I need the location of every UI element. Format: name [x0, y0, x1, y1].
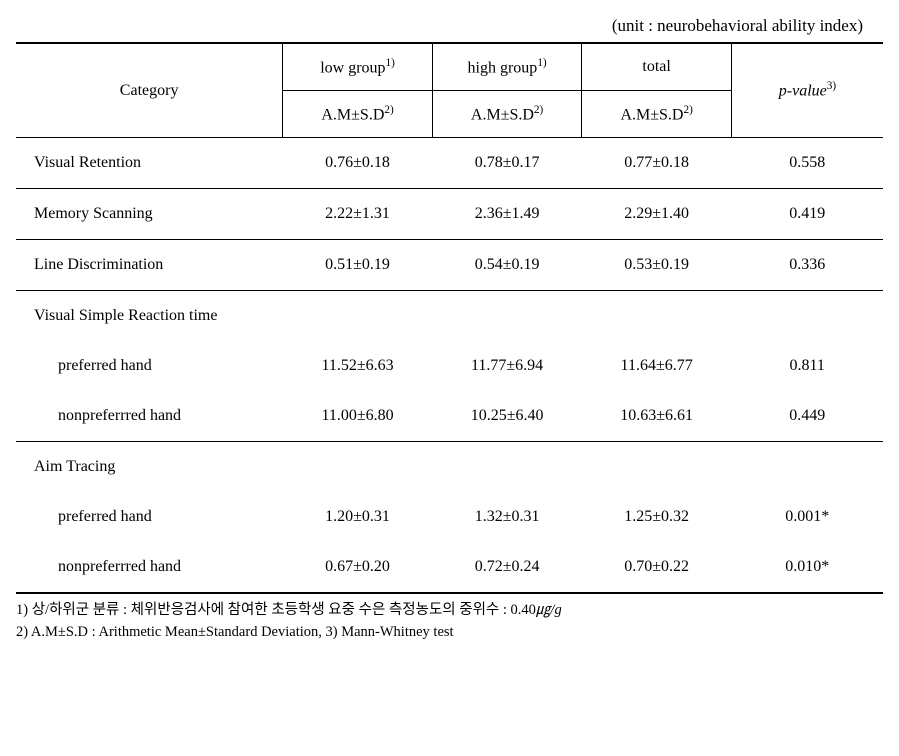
low-cell: 0.67±0.20: [283, 542, 433, 593]
low-cell: 0.51±0.19: [283, 240, 433, 291]
high-cell: 0.54±0.19: [432, 240, 582, 291]
low-cell: 11.52±6.63: [283, 341, 433, 391]
low-cell: 0.76±0.18: [283, 138, 433, 189]
p-cell: 0.811: [731, 341, 883, 391]
high-cell: 0.78±0.17: [432, 138, 582, 189]
table-row: Visual Simple Reaction time: [16, 291, 883, 342]
col-header-lowgroup: low group1): [283, 43, 433, 91]
category-cell: Line Discrimination: [16, 240, 283, 291]
table-row: preferred hand1.20±0.311.32±0.311.25±0.3…: [16, 492, 883, 542]
high-cell: 10.25±6.40: [432, 391, 582, 442]
col-header-highgroup: high group1): [432, 43, 582, 91]
low-cell: [283, 442, 433, 493]
p-cell: 0.001*: [731, 492, 883, 542]
table-row: Visual Retention0.76±0.180.78±0.170.77±0…: [16, 138, 883, 189]
high-cell: 2.36±1.49: [432, 189, 582, 240]
total-cell: 0.70±0.22: [582, 542, 732, 593]
table-row: Memory Scanning2.22±1.312.36±1.492.29±1.…: [16, 189, 883, 240]
category-cell: nonpreferrred hand: [16, 542, 283, 593]
high-cell: 11.77±6.94: [432, 341, 582, 391]
total-cell: 0.53±0.19: [582, 240, 732, 291]
p-cell: 0.419: [731, 189, 883, 240]
table-header: Category low group1) high group1) total …: [16, 43, 883, 138]
table-row: nonpreferrred hand11.00±6.8010.25±6.4010…: [16, 391, 883, 442]
total-cell: 2.29±1.40: [582, 189, 732, 240]
category-cell: Visual Retention: [16, 138, 283, 189]
category-cell: preferred hand: [16, 341, 283, 391]
subheader-amsd-low: A.M±S.D2): [283, 91, 433, 138]
category-cell: Memory Scanning: [16, 189, 283, 240]
total-cell: 10.63±6.61: [582, 391, 732, 442]
high-cell: 1.32±0.31: [432, 492, 582, 542]
category-cell: nonpreferrred hand: [16, 391, 283, 442]
results-table: Category low group1) high group1) total …: [16, 42, 883, 594]
low-cell: 1.20±0.31: [283, 492, 433, 542]
table-row: Aim Tracing: [16, 442, 883, 493]
footnotes: 1) 상/하위군 분류 : 체위반응검사에 참여한 초등학생 요중 수은 측정농…: [16, 600, 883, 644]
high-cell: [432, 442, 582, 493]
table-row: Line Discrimination0.51±0.190.54±0.190.5…: [16, 240, 883, 291]
p-cell: 0.010*: [731, 542, 883, 593]
table-caption: (unit : neurobehavioral ability index): [16, 16, 883, 36]
total-cell: 1.25±0.32: [582, 492, 732, 542]
high-cell: [432, 291, 582, 342]
p-cell: 0.558: [731, 138, 883, 189]
p-cell: 0.336: [731, 240, 883, 291]
p-cell: 0.449: [731, 391, 883, 442]
subheader-amsd-total: A.M±S.D2): [582, 91, 732, 138]
low-cell: [283, 291, 433, 342]
table-row: preferred hand11.52±6.6311.77±6.9411.64±…: [16, 341, 883, 391]
p-cell: [731, 442, 883, 493]
category-cell: preferred hand: [16, 492, 283, 542]
col-header-pvalue: p-value3): [731, 43, 883, 138]
total-cell: 11.64±6.77: [582, 341, 732, 391]
total-cell: [582, 291, 732, 342]
footnote-2: 2) A.M±S.D : Arithmetic Mean±Standard De…: [16, 622, 883, 644]
p-cell: [731, 291, 883, 342]
category-cell: Visual Simple Reaction time: [16, 291, 283, 342]
category-cell: Aim Tracing: [16, 442, 283, 493]
high-cell: 0.72±0.24: [432, 542, 582, 593]
table-body: Visual Retention0.76±0.180.78±0.170.77±0…: [16, 138, 883, 594]
col-header-category: Category: [16, 43, 283, 138]
col-header-total: total: [582, 43, 732, 91]
table-row: nonpreferrred hand0.67±0.200.72±0.240.70…: [16, 542, 883, 593]
subheader-amsd-high: A.M±S.D2): [432, 91, 582, 138]
footnote-1: 1) 상/하위군 분류 : 체위반응검사에 참여한 초등학생 요중 수은 측정농…: [16, 600, 883, 622]
total-cell: [582, 442, 732, 493]
low-cell: 2.22±1.31: [283, 189, 433, 240]
low-cell: 11.00±6.80: [283, 391, 433, 442]
total-cell: 0.77±0.18: [582, 138, 732, 189]
